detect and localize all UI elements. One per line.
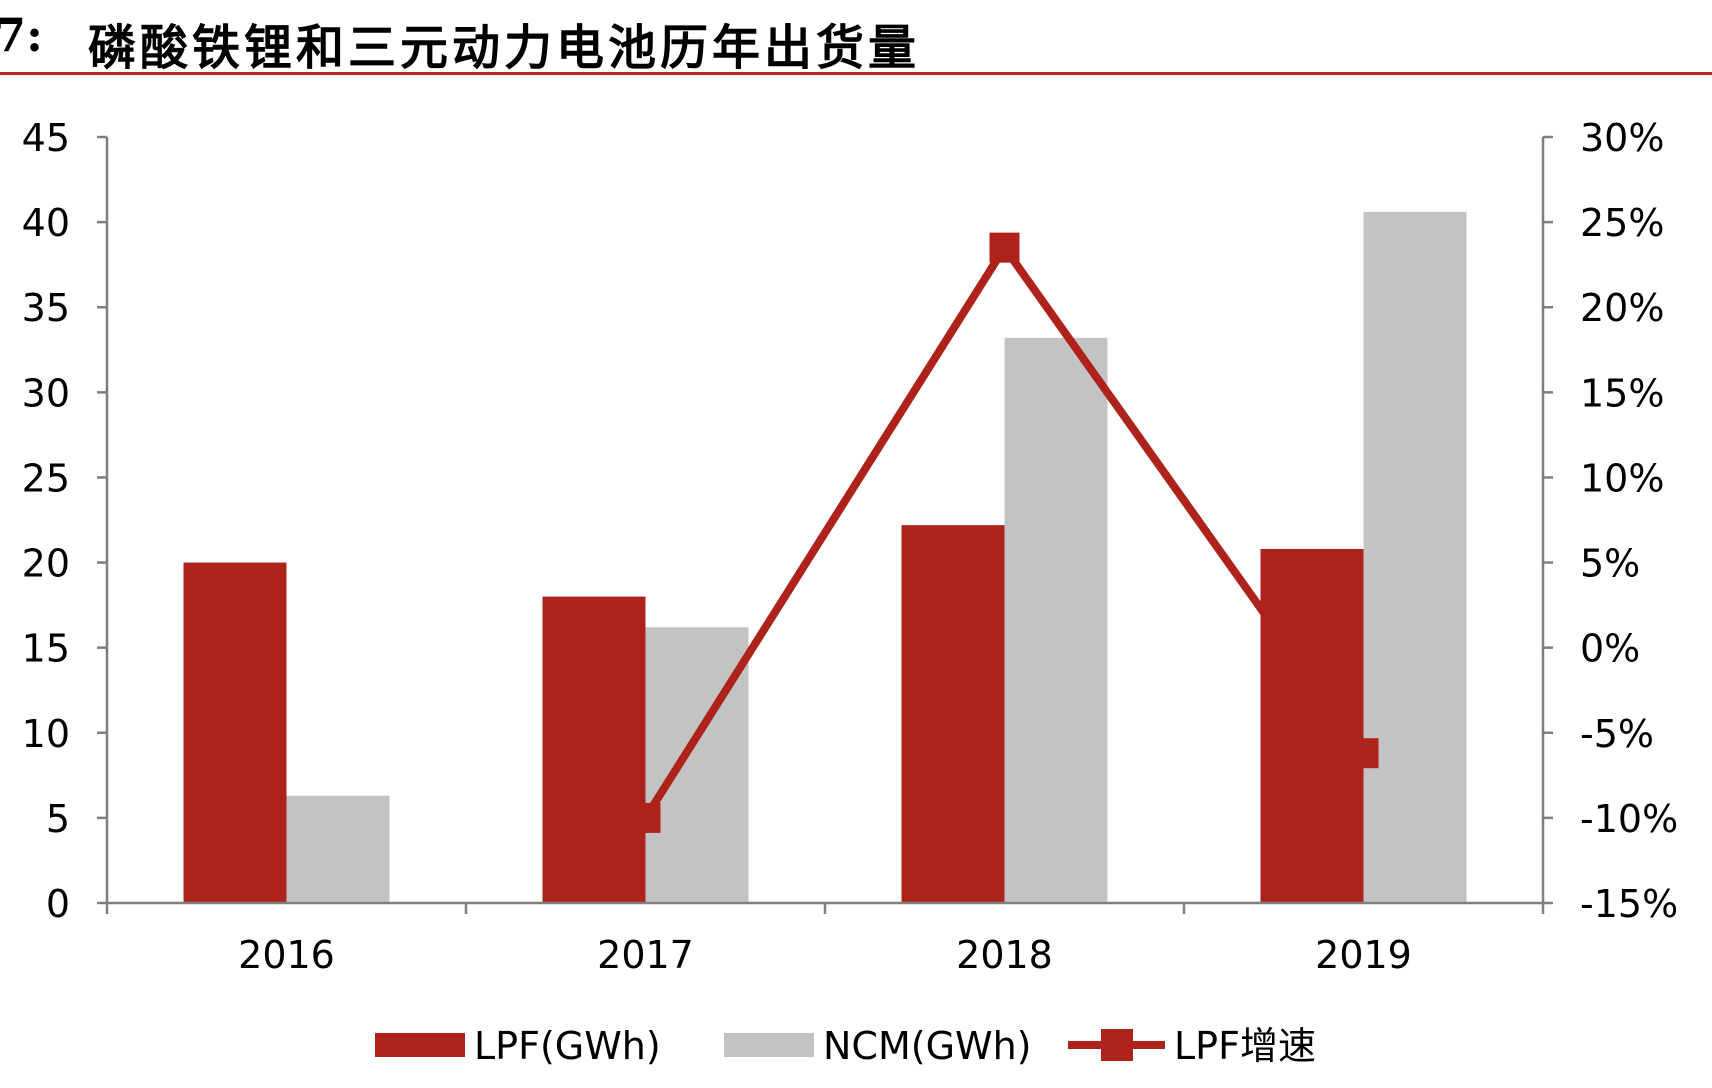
x-tick-label: 2018 bbox=[956, 933, 1053, 977]
title-bar: 7: 磷酸铁锂和三元动力电池历年出货量 bbox=[0, 0, 1712, 76]
bar-ncm-2019 bbox=[1363, 211, 1467, 904]
legend-swatch-growth-marker bbox=[1101, 1029, 1133, 1061]
y-tick-label: 25 bbox=[22, 456, 70, 500]
bar-ncm-2016 bbox=[286, 795, 390, 903]
y2-tick-label: 25% bbox=[1580, 201, 1664, 245]
bar-lpf-2016 bbox=[183, 562, 287, 903]
bar-lpf-2017 bbox=[542, 596, 646, 903]
bar-lpf-2018 bbox=[901, 525, 1005, 903]
legend-swatch-ncm bbox=[724, 1033, 814, 1057]
y-tick-label: 40 bbox=[22, 201, 70, 245]
legend-label-ncm: NCM(GWh) bbox=[823, 1024, 1032, 1068]
bar-ncm-2017 bbox=[645, 627, 749, 903]
chart-title: 磷酸铁锂和三元动力电池历年出货量 bbox=[88, 20, 921, 76]
y-tick-label: 35 bbox=[22, 286, 70, 330]
bar-ncm-2018 bbox=[1004, 337, 1108, 904]
bars-layer bbox=[183, 211, 1467, 904]
y-tick-label: 5 bbox=[46, 797, 70, 841]
y-tick-label: 10 bbox=[22, 712, 70, 756]
x-tick-label: 2017 bbox=[597, 933, 694, 977]
y2-tick-label: 0% bbox=[1580, 627, 1640, 671]
legend-swatch-lpf bbox=[375, 1033, 465, 1057]
legend-label-growth: LPF增速 bbox=[1174, 1024, 1316, 1068]
y2-tick-label: 5% bbox=[1580, 542, 1640, 586]
growth-marker bbox=[630, 802, 661, 833]
axes-layer: 0 5 10 15 20 25 30 35 40 45 -15% -10% -5% 0% 5% 10% 15% 2… bbox=[22, 116, 1679, 977]
y2-tick-label: 30% bbox=[1580, 116, 1664, 160]
y-tick-label: 20 bbox=[22, 542, 70, 586]
y2-tick-label: -5% bbox=[1580, 712, 1654, 756]
legend: LPF(GWh) NCM(GWh) LPF增速 bbox=[375, 1024, 1316, 1068]
figure-number: 7: bbox=[0, 8, 43, 62]
growth-marker bbox=[989, 232, 1020, 263]
y2-tick-label: 10% bbox=[1580, 456, 1664, 500]
y2-tick-label: 15% bbox=[1580, 371, 1664, 415]
x-tick-label: 2019 bbox=[1315, 933, 1412, 977]
y2-tick-label: 20% bbox=[1580, 286, 1664, 330]
growth-marker bbox=[1348, 738, 1379, 769]
legend-label-lpf: LPF(GWh) bbox=[474, 1024, 661, 1068]
y-tick-label: 0 bbox=[46, 882, 70, 926]
y-tick-label: 45 bbox=[22, 116, 70, 160]
growth-line-layer bbox=[630, 232, 1379, 833]
x-tick-label: 2016 bbox=[238, 933, 335, 977]
y-tick-label: 15 bbox=[22, 627, 70, 671]
y-tick-label: 30 bbox=[22, 371, 70, 415]
y2-tick-label: -15% bbox=[1580, 882, 1678, 926]
y2-tick-label: -10% bbox=[1580, 797, 1678, 841]
